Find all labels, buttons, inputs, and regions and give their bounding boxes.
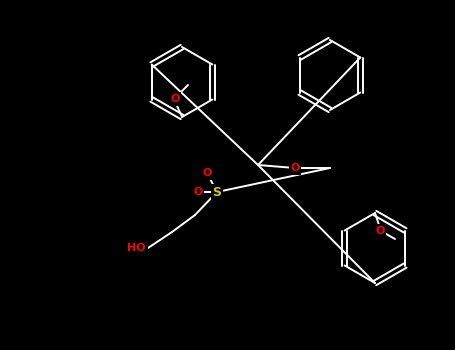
Text: O: O bbox=[290, 163, 300, 173]
Text: O: O bbox=[375, 226, 384, 236]
Text: O: O bbox=[170, 94, 180, 104]
Text: O: O bbox=[193, 187, 202, 197]
Text: O: O bbox=[202, 168, 212, 178]
Text: S: S bbox=[212, 186, 222, 198]
Text: HO: HO bbox=[127, 243, 146, 253]
